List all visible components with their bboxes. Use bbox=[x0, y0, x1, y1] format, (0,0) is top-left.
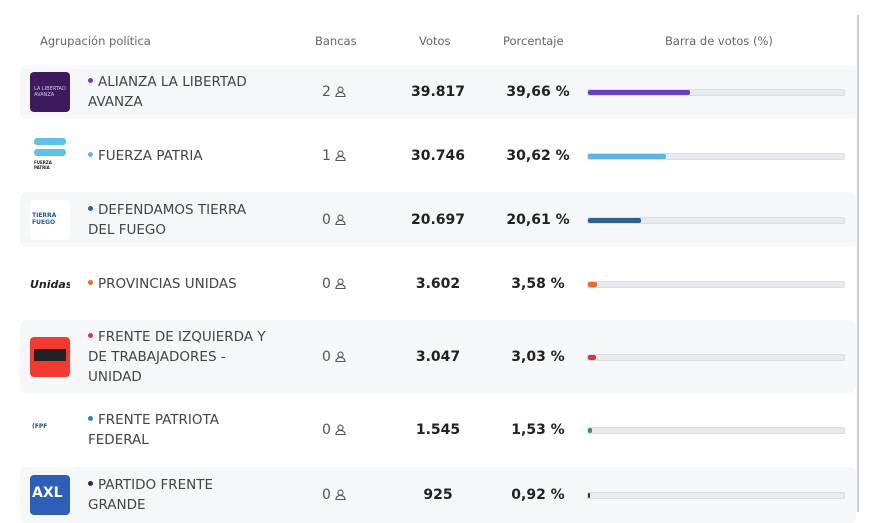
party-logo: TIERRA FUEGO bbox=[30, 199, 70, 240]
person-icon bbox=[335, 86, 347, 98]
table-row: LA LIBERTAD AVANZA ALIANZA LA LIBERTAD A… bbox=[20, 65, 856, 119]
vote-bar bbox=[587, 353, 845, 361]
person-icon bbox=[335, 214, 347, 225]
header-percent: Porcentaje bbox=[503, 34, 564, 48]
party-name: ALIANZA LA LIBERTAD AVANZA bbox=[88, 74, 247, 110]
party-logo: FUERZA PATRIA bbox=[30, 136, 70, 176]
party-color-dot bbox=[88, 152, 93, 157]
seats-cell: 1 bbox=[322, 148, 347, 164]
vote-bar-fill bbox=[588, 154, 667, 159]
header-seats: Bancas bbox=[315, 34, 357, 48]
party-color-dot bbox=[88, 205, 93, 211]
party-color-dot bbox=[88, 416, 93, 421]
vote-bar-fill bbox=[588, 354, 596, 360]
seats-cell: 0 bbox=[322, 276, 347, 292]
party-color-dot bbox=[88, 78, 93, 83]
percent-value: 3,58 % bbox=[511, 276, 565, 292]
vote-bar bbox=[587, 427, 845, 434]
party-name: FRENTE DE IZQUIERDA Y DE TRABAJADORES - … bbox=[88, 328, 266, 385]
table-row: (FPF FRENTE PATRIOTA FEDERAL 0 1.545 1,5… bbox=[20, 400, 856, 460]
party-logo: (FPF bbox=[30, 410, 70, 450]
table-row: FUERZA PATRIA FUERZA PATRIA 1 30.746 30,… bbox=[20, 128, 856, 184]
seats-cell: 0 bbox=[322, 487, 347, 503]
person-icon bbox=[335, 150, 347, 162]
table-row: AXL PARTIDO FRENTE GRANDE 0 925 0,92 % bbox=[20, 467, 856, 523]
votes-value: 20.697 bbox=[410, 211, 466, 228]
seats-cell: 0 bbox=[322, 211, 347, 228]
person-icon bbox=[335, 489, 347, 501]
percent-value: 30,62 % bbox=[506, 148, 570, 164]
vote-bar-fill bbox=[588, 493, 591, 498]
vote-bar bbox=[587, 153, 845, 160]
seats-cell: 0 bbox=[322, 422, 347, 438]
vote-bar-fill bbox=[588, 90, 690, 95]
votes-value: 3.047 bbox=[415, 348, 461, 365]
table-header: Agrupación política Bancas Votos Porcent… bbox=[0, 34, 860, 50]
seats-value: 2 bbox=[322, 84, 331, 100]
vote-bar bbox=[587, 216, 845, 224]
votes-value: 30.746 bbox=[410, 148, 466, 164]
vote-bar bbox=[587, 492, 845, 499]
party-color-dot bbox=[88, 332, 93, 338]
vote-bar bbox=[587, 281, 845, 288]
votes-value: 925 bbox=[423, 487, 453, 503]
scrollbar[interactable] bbox=[857, 15, 859, 512]
person-icon bbox=[335, 278, 347, 290]
party-name: DEFENDAMOS TIERRA DEL FUEGO bbox=[88, 201, 247, 238]
vote-bar-fill bbox=[588, 428, 592, 433]
party-logo: AXL bbox=[30, 475, 70, 515]
percent-value: 0,92 % bbox=[511, 487, 565, 503]
header-party: Agrupación política bbox=[40, 34, 151, 48]
votes-value: 39.817 bbox=[410, 84, 466, 100]
seats-value: 0 bbox=[322, 487, 331, 503]
seats-value: 0 bbox=[322, 276, 331, 292]
person-icon bbox=[335, 424, 347, 436]
seats-value: 0 bbox=[322, 422, 331, 438]
party-name: PARTIDO FRENTE GRANDE bbox=[88, 477, 214, 513]
table-row: Unidas PROVINCIAS UNIDAS 0 3.602 3,58 % bbox=[20, 256, 856, 312]
party-logo bbox=[30, 336, 70, 377]
table-row: TIERRA FUEGO DEFENDAMOS TIERRA DEL FUEGO… bbox=[20, 192, 856, 247]
vote-bar-fill bbox=[588, 217, 641, 223]
table-row: FRENTE DE IZQUIERDA Y DE TRABAJADORES - … bbox=[20, 320, 856, 393]
header-bar: Barra de votos (%) bbox=[665, 34, 773, 48]
party-color-dot bbox=[88, 280, 93, 285]
seats-value: 1 bbox=[322, 148, 331, 164]
person-icon bbox=[335, 351, 347, 362]
party-color-dot bbox=[88, 481, 93, 486]
seats-value: 0 bbox=[322, 348, 331, 365]
seats-cell: 0 bbox=[322, 348, 347, 365]
party-logo: LA LIBERTAD AVANZA bbox=[30, 72, 70, 112]
percent-value: 39,66 % bbox=[506, 84, 570, 100]
vote-bar bbox=[587, 89, 845, 96]
header-votes: Votos bbox=[419, 34, 451, 48]
party-name: PROVINCIAS UNIDAS bbox=[88, 274, 268, 294]
party-name: FRENTE PATRIOTA FEDERAL bbox=[88, 412, 219, 448]
party-name: FUERZA PATRIA bbox=[88, 146, 268, 166]
seats-value: 0 bbox=[322, 211, 331, 228]
seats-cell: 2 bbox=[322, 84, 347, 100]
vote-bar-fill bbox=[588, 282, 598, 287]
percent-value: 1,53 % bbox=[511, 422, 565, 438]
percent-value: 3,03 % bbox=[511, 348, 565, 365]
votes-value: 3.602 bbox=[415, 276, 461, 292]
votes-value: 1.545 bbox=[415, 422, 461, 438]
percent-value: 20,61 % bbox=[506, 211, 570, 228]
party-logo: Unidas bbox=[30, 264, 70, 304]
